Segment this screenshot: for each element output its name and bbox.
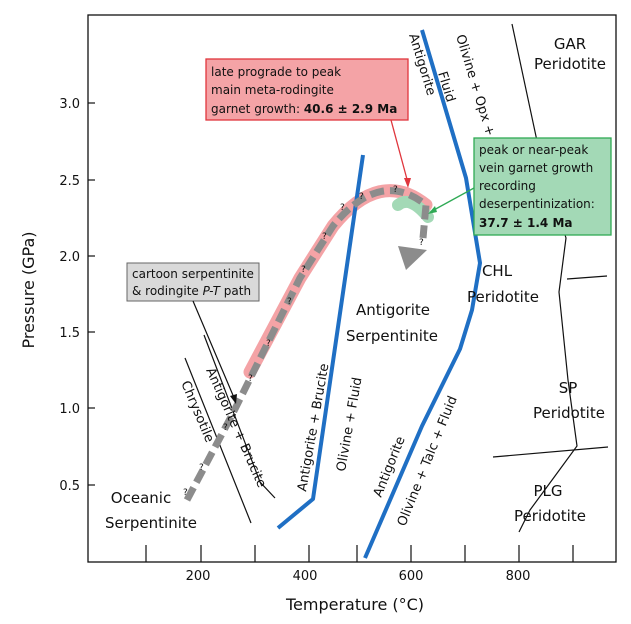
green-box-line: recording	[479, 179, 536, 193]
x-tick-label: 200	[186, 569, 211, 584]
green-annotation: peak or near-peak vein garnet growth rec…	[428, 137, 612, 236]
gray-box-italic: P-T	[203, 284, 222, 298]
field-chl-label: Peridotite	[467, 288, 539, 306]
red-box-line: garnet growth:	[211, 102, 304, 116]
gray-box-line: & rodingite	[132, 284, 203, 298]
gray-annotation: cartoon serpentinite & rodingite P-T pat…	[126, 262, 260, 404]
axis-ticks	[88, 102, 574, 562]
y-axis-title: Pressure (GPa)	[19, 231, 38, 348]
red-annotation: late prograde to peak main meta-rodingit…	[205, 58, 411, 188]
path-marker: ?	[199, 463, 204, 473]
green-box-line: peak or near-peak	[479, 143, 588, 157]
path-marker: ?	[322, 232, 327, 242]
y-tick-label: 3.0	[59, 97, 80, 112]
pt-path	[183, 187, 430, 502]
svg-text:garnet growth: 40.6 ± 2.9 Ma: garnet growth: 40.6 ± 2.9 Ma	[211, 102, 397, 116]
y-tick-label: 2.5	[59, 174, 80, 189]
green-box-age: 37.7 ± 1.4 Ma	[479, 216, 573, 230]
field-gar-label: Peridotite	[534, 55, 606, 73]
plot-frame	[87, 14, 617, 563]
path-marker: ?	[183, 488, 188, 498]
path-marker: ?	[266, 339, 271, 349]
path-marker: ?	[248, 374, 253, 384]
red-box-line: main meta-rodingite	[211, 83, 334, 97]
svg-text:& rodingite P-T path: & rodingite P-T path	[132, 284, 251, 298]
path-marker: ?	[287, 297, 292, 307]
path-marker: ?	[393, 185, 398, 195]
field-plg-label: Peridotite	[514, 507, 586, 525]
blue-reactions	[276, 29, 482, 559]
reaction-label: Olivine + Opx +	[452, 33, 497, 138]
path-marker: ?	[419, 238, 424, 248]
green-box-line: vein garnet growth	[479, 161, 593, 175]
field-oceanic-label: Serpentinite	[105, 514, 197, 532]
path-marker: ?	[359, 192, 364, 202]
path-marker: ?	[223, 423, 228, 433]
field-plg-label: PLG	[533, 482, 562, 500]
field-chl-label: CHL	[482, 262, 513, 280]
path-marker: ?	[301, 265, 306, 275]
field-oceanic-label: Oceanic	[111, 489, 171, 507]
field-antigorite-label: Antigorite	[356, 301, 430, 319]
x-tick-label: 800	[506, 569, 531, 584]
gray-box-line: path	[220, 284, 251, 298]
y-tick-label: 1.5	[59, 326, 80, 341]
red-box-line: late prograde to peak	[211, 65, 341, 79]
y-tick-label: 1.0	[59, 402, 80, 417]
red-box-age: 40.6 ± 2.9 Ma	[304, 102, 398, 116]
path-marker: ?	[340, 203, 345, 213]
green-box-line: deserpentinization:	[479, 197, 595, 211]
y-tick-label: 0.5	[59, 479, 80, 494]
field-sp-label: Peridotite	[533, 404, 605, 422]
reaction-label: Olivine + Fluid	[334, 376, 365, 473]
reaction-label: Antigorite + Brucite	[295, 362, 332, 492]
field-antigorite-label: Serpentinite	[346, 327, 438, 345]
gray-box-line: cartoon serpentinite	[132, 267, 254, 281]
field-gar-label: GAR	[554, 35, 586, 53]
path-question-marks: ? ? ? ? ? ? ? ? ? ? ? ?	[183, 185, 424, 498]
y-tick-label: 2.0	[59, 250, 80, 265]
pt-path-arrowhead	[398, 246, 427, 270]
x-tick-label: 400	[293, 569, 318, 584]
field-sp-label: SP	[559, 379, 578, 397]
x-axis-title: Temperature (°C)	[285, 595, 424, 614]
x-tick-label: 600	[399, 569, 424, 584]
